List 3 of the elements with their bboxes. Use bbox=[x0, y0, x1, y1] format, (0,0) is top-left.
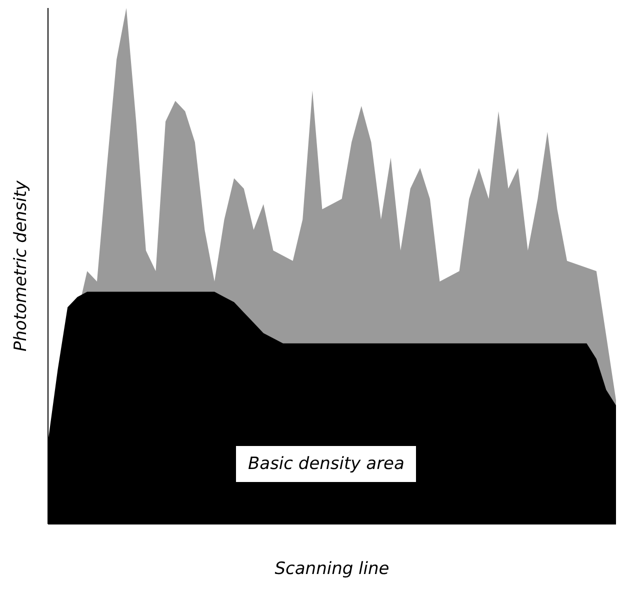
annotation: Basic density area bbox=[236, 446, 416, 482]
x-axis-title: Scanning line bbox=[274, 559, 390, 579]
y-axis-title: Photometric density bbox=[11, 180, 32, 352]
